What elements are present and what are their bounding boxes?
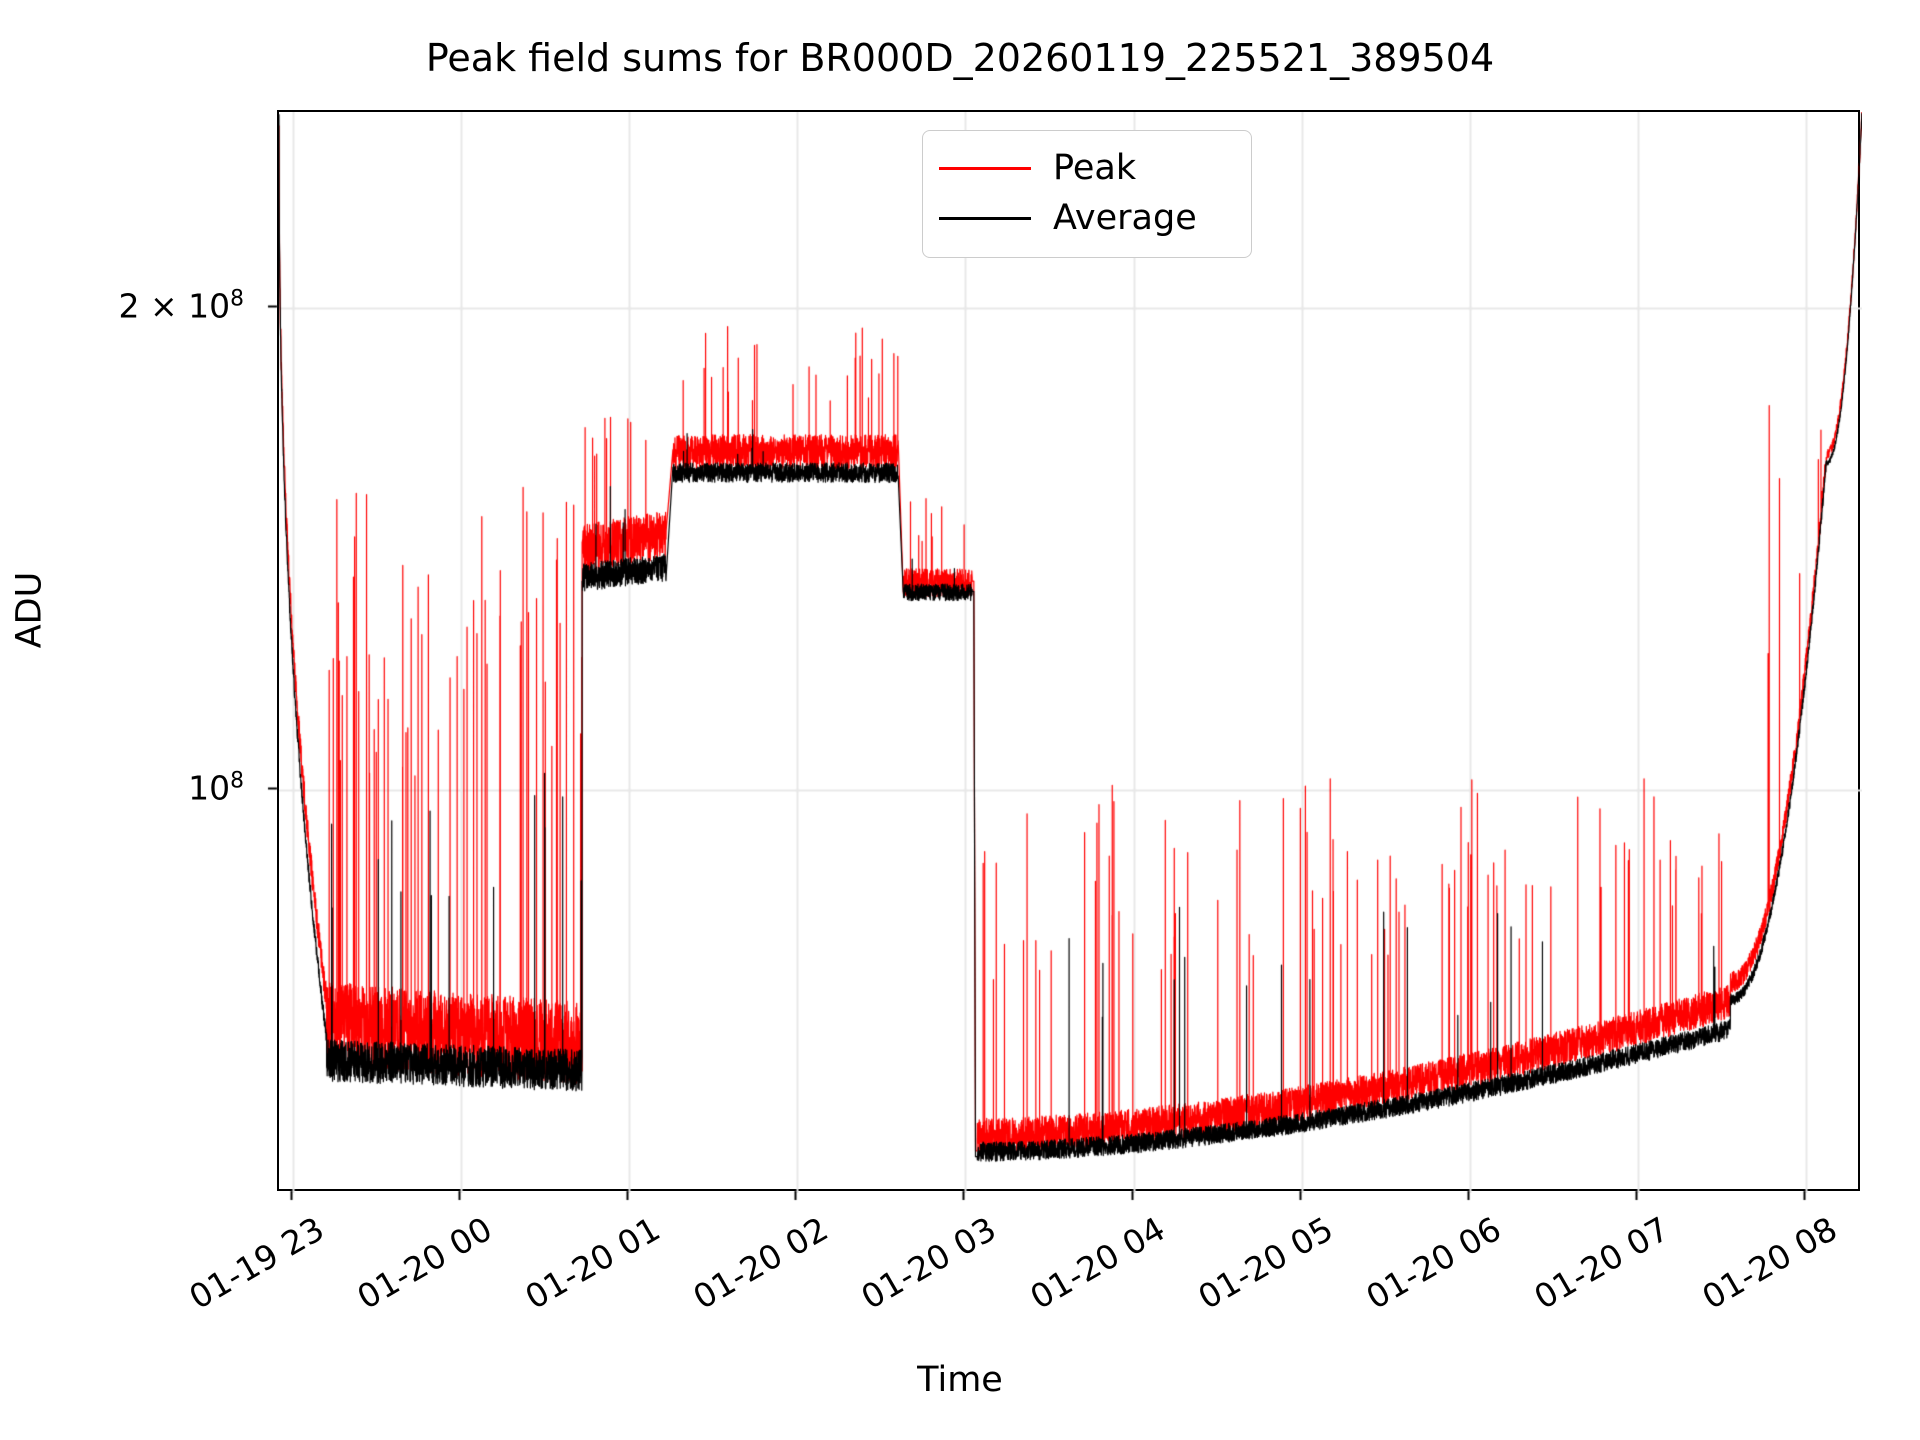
y-axis-tick-labels: 108 2 × 108 (0, 110, 266, 1191)
y-tick-label: 108 (188, 768, 244, 808)
legend-item-average[interactable]: Average (939, 193, 1235, 243)
x-tick-label: 01-20 04 (1023, 1209, 1172, 1317)
chart-legend: Peak Average (922, 130, 1252, 258)
plot-area[interactable] (277, 110, 1862, 1193)
x-tick-label: 01-20 01 (518, 1209, 667, 1317)
x-tick-label: 01-19 23 (182, 1209, 331, 1317)
page-title: Peak field sums for BR000D_20260119_2255… (425, 36, 1495, 80)
x-tick-label: 01-20 07 (1527, 1209, 1676, 1317)
legend-label-peak: Peak (1053, 147, 1137, 188)
chart-canvas[interactable] (279, 112, 1862, 1193)
x-tick-label: 01-20 05 (1191, 1209, 1340, 1317)
x-axis-label: Time (917, 1360, 1003, 1400)
legend-swatch-average (939, 216, 1031, 220)
y-axis-label: ADU (9, 571, 50, 649)
legend-item-peak[interactable]: Peak (939, 143, 1235, 193)
x-tick-label: 01-20 02 (686, 1209, 835, 1317)
legend-label-average: Average (1053, 197, 1197, 238)
x-tick-label: 01-20 03 (854, 1209, 1003, 1317)
x-tick-label: 01-20 06 (1359, 1209, 1508, 1317)
x-tick-label: 01-20 00 (350, 1209, 499, 1317)
x-tick-label: 01-20 08 (1695, 1209, 1844, 1317)
legend-swatch-peak (939, 166, 1031, 170)
y-tick-label: 2 × 108 (118, 286, 244, 326)
